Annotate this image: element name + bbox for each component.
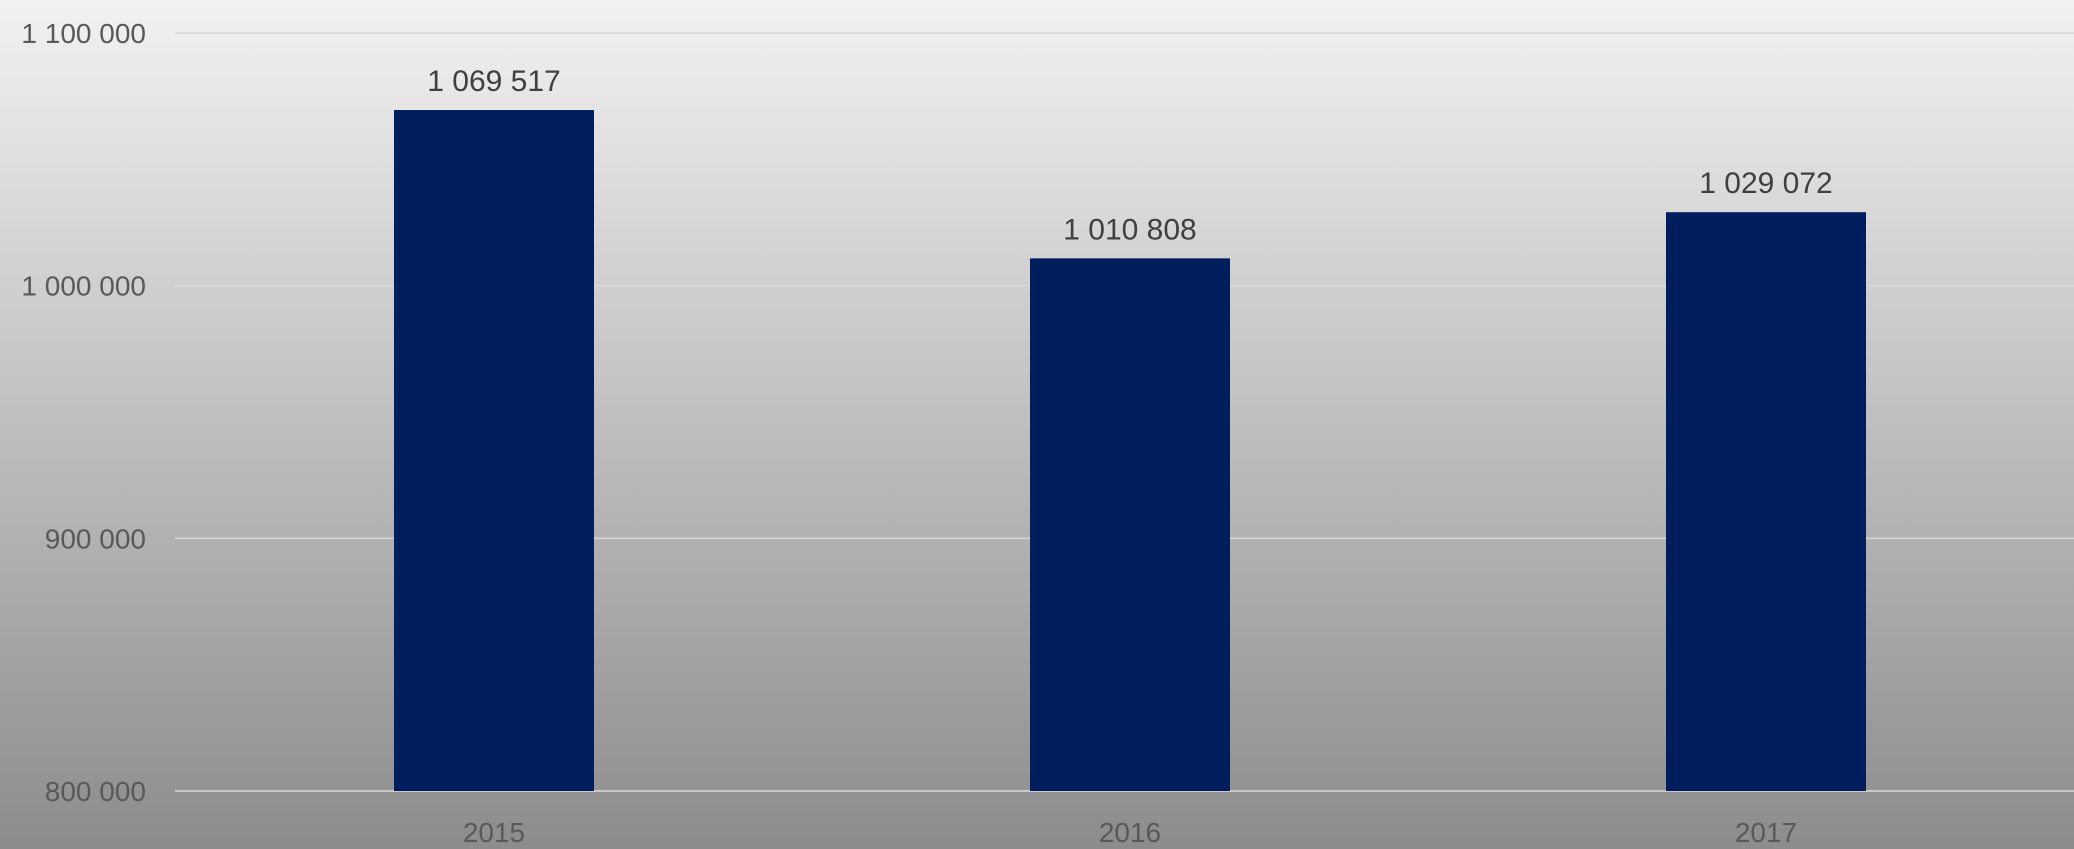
y-tick-label: 800 000: [45, 776, 146, 807]
bar-2016: [1030, 258, 1230, 791]
data-label: 1 069 517: [427, 65, 560, 98]
bars: [394, 110, 1866, 791]
bar-2017: [1666, 212, 1866, 791]
bar-2015: [394, 110, 594, 791]
y-tick-label: 900 000: [45, 523, 146, 554]
y-tick-label: 1 000 000: [21, 271, 146, 302]
data-label: 1 010 808: [1063, 213, 1196, 246]
data-labels: 1 069 517 1 010 808 1 029 072: [427, 65, 1832, 246]
data-label: 1 029 072: [1699, 167, 1832, 200]
x-tick-label: 2015: [463, 817, 525, 848]
y-tick-label: 1 100 000: [21, 18, 146, 49]
x-axis-tick-labels: 2015 2016 2017: [463, 817, 1797, 848]
x-tick-label: 2017: [1735, 817, 1797, 848]
x-tick-label: 2016: [1099, 817, 1161, 848]
y-axis-tick-labels: 800 000 900 000 1 000 000 1 100 000: [21, 18, 146, 807]
